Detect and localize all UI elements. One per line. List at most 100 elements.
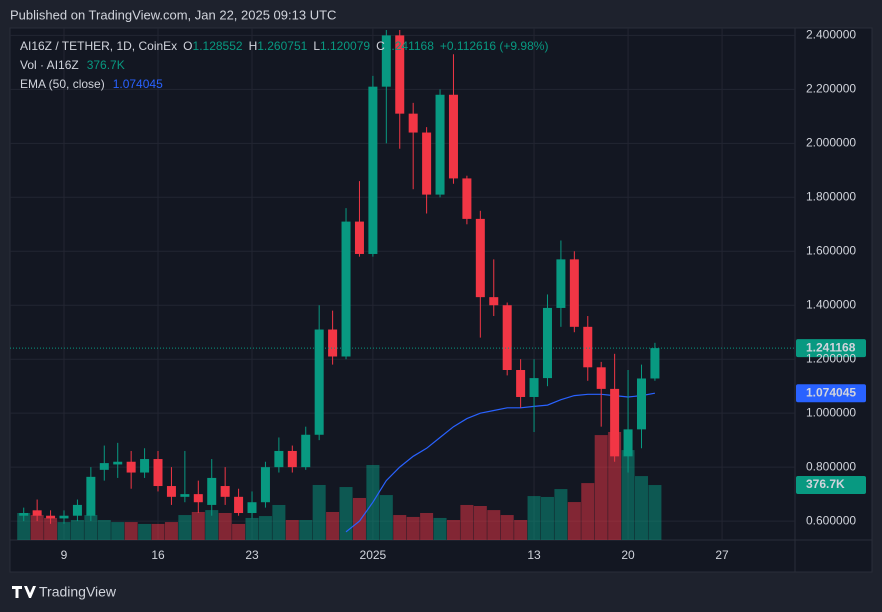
ohlc-letter: C <box>376 39 385 53</box>
y-tick-label: 1.400000 <box>806 297 856 311</box>
x-tick-label: 2025 <box>360 548 387 562</box>
last-price-label: 1.241168 <box>806 340 856 354</box>
candle-body <box>328 329 338 357</box>
candle-body <box>193 494 203 503</box>
volume-bar <box>57 522 71 540</box>
published-note: Published on TradingView.com, Jan 22, 20… <box>10 7 336 22</box>
candle-body <box>46 515 56 519</box>
candle-body <box>569 259 579 327</box>
candle-body <box>126 461 136 473</box>
candle-body <box>274 450 284 468</box>
volume-bar <box>567 502 581 540</box>
ema-title: EMA (50, close) <box>20 77 105 91</box>
candle-body <box>166 486 176 497</box>
ohlc-letter: O <box>183 39 192 53</box>
volume-bar <box>258 516 272 540</box>
y-tick-label: 2.200000 <box>806 82 856 96</box>
ema-value-label: 1.074045 <box>806 385 856 399</box>
volume-bar <box>218 513 232 540</box>
last-price-label-bg <box>796 339 866 358</box>
volume-value-label: 376.7K <box>806 477 845 491</box>
candle-body <box>542 307 552 379</box>
volume-bar <box>406 516 420 540</box>
volume-bar <box>634 476 648 540</box>
volume-bar <box>245 517 259 540</box>
candle-body <box>636 378 646 430</box>
y-tick-label: 1.000000 <box>806 405 856 419</box>
volume-bar <box>312 484 326 540</box>
volume-bar <box>594 435 608 540</box>
volume-bar <box>272 504 286 540</box>
y-tick-label: 1.800000 <box>806 189 856 203</box>
candle-body <box>475 218 485 298</box>
volume-bar <box>621 450 635 540</box>
volume-title: Vol · AI16Z <box>20 58 79 72</box>
candle-body <box>368 86 378 254</box>
volume-bar <box>111 522 125 540</box>
volume-bar <box>164 522 178 540</box>
candle-body <box>381 35 391 87</box>
volume-bar <box>70 520 84 540</box>
ohlc-value: 1.241168 <box>385 39 434 53</box>
y-tick-label: 1.600000 <box>806 243 856 257</box>
volume-bar <box>138 523 152 540</box>
symbol: AI16Z / TETHER, 1D, CoinEx <box>20 39 177 53</box>
candle-body <box>583 326 593 368</box>
y-tick-label: 0.800000 <box>806 459 856 473</box>
volume-bar <box>151 523 165 540</box>
volume-bar <box>205 510 219 540</box>
volume-bar <box>124 522 138 540</box>
candle-body <box>32 510 42 516</box>
candle-body <box>113 461 123 465</box>
volume-bar <box>500 515 514 540</box>
volume-bar <box>97 520 111 540</box>
overlay: 1.241168 1.074045 376.7K AI16Z / TETHER, 1D… <box>20 39 866 495</box>
volume-bar <box>446 520 460 540</box>
volume-bar <box>352 497 366 540</box>
volume-bar <box>540 496 554 540</box>
volume-value: 376.7K <box>87 58 125 72</box>
candle-body <box>314 329 324 435</box>
legend-row: EMA (50, close) 1.074045 <box>20 77 163 91</box>
candle-body <box>516 370 526 397</box>
ohlc-value: 1.260751 <box>257 39 307 53</box>
candle-body <box>234 496 244 514</box>
x-tick-label: 27 <box>715 548 729 562</box>
candle-body <box>556 259 566 308</box>
volume-bar <box>17 513 31 540</box>
volume-bar <box>608 432 622 540</box>
candle-body <box>408 113 418 133</box>
candle-body <box>207 477 217 505</box>
candle-body <box>623 429 633 457</box>
ohlc-value: 1.128552 <box>193 39 243 53</box>
y-tick-label: 2.000000 <box>806 136 856 150</box>
logo-mark <box>12 586 36 598</box>
volume-bar <box>299 520 313 540</box>
candle-body <box>220 486 230 497</box>
candle-body <box>247 502 257 514</box>
volume-bar <box>487 510 501 540</box>
ohlc-value: 1.120079 <box>320 39 370 53</box>
volume-bar <box>648 485 662 540</box>
x-tick-label: 23 <box>245 548 259 562</box>
y-tick-label: 0.600000 <box>806 513 856 527</box>
candle-body <box>287 450 297 468</box>
candle-body <box>610 388 620 457</box>
volume-bar <box>581 483 595 540</box>
legend-row: Vol · AI16Z 376.7K <box>20 58 125 72</box>
volume-bar <box>379 495 393 540</box>
volume-bar <box>514 520 528 540</box>
x-tick-label: 13 <box>527 548 541 562</box>
candle-body <box>448 94 458 179</box>
volume-bar <box>460 504 474 540</box>
candle-body <box>153 459 163 487</box>
candle-body <box>86 476 96 516</box>
candle-body <box>650 348 660 379</box>
volume-bar <box>433 517 447 540</box>
ema-value-label-bg <box>796 384 866 403</box>
volume-bar <box>30 515 44 540</box>
y-tick-label: 2.400000 <box>806 28 856 42</box>
ohlc-letter: H <box>249 39 258 53</box>
volume-bar <box>285 520 299 540</box>
volume-bar <box>473 505 487 540</box>
